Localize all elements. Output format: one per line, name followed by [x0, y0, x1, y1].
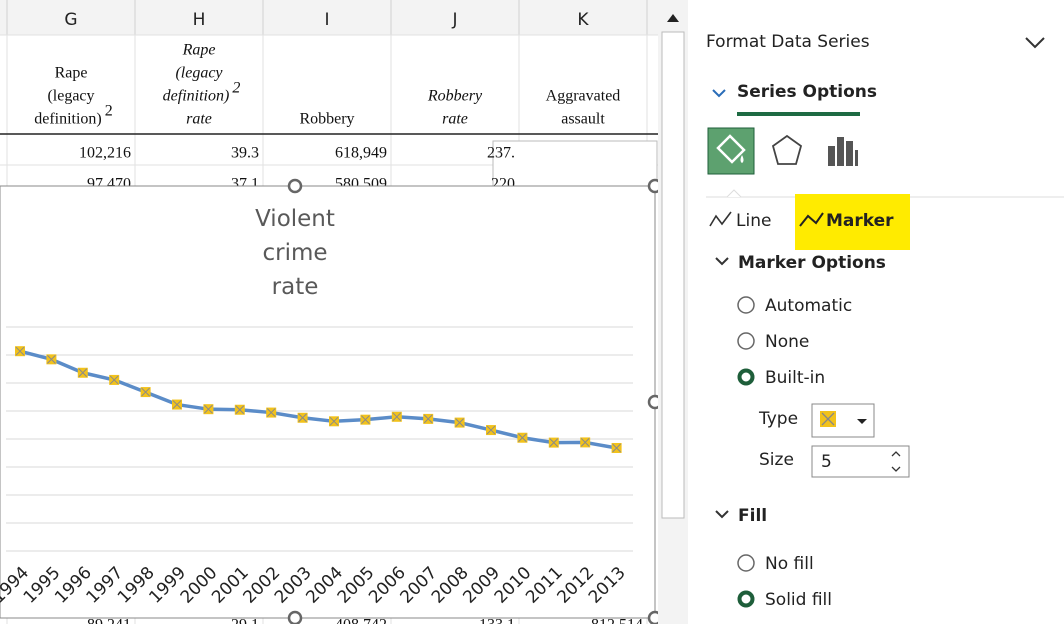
dropdown-arrow	[857, 419, 867, 424]
spinner-arrows[interactable]	[891, 451, 901, 472]
header-text: Rape	[182, 42, 216, 59]
field-label: Size	[759, 450, 794, 470]
chart-title: Violent crime rate	[255, 206, 335, 300]
marker-x	[423, 414, 433, 424]
marker-x	[266, 408, 276, 417]
collapse-icon[interactable]	[712, 89, 726, 98]
header-text: Rape	[55, 65, 88, 82]
header-text: definition)	[34, 111, 102, 128]
header-bar	[0, 0, 658, 35]
marker-x	[518, 433, 527, 443]
field-label: Type	[758, 409, 798, 429]
marker-x	[172, 400, 182, 409]
panel-bg	[690, 0, 1064, 624]
selected-cell	[492, 140, 658, 188]
effects-icon[interactable]	[771, 134, 803, 165]
series-options-icon[interactable]	[828, 137, 858, 166]
series-line	[19, 349, 617, 450]
marker-x	[580, 438, 590, 447]
marker-x	[329, 416, 339, 426]
marker-icon	[799, 212, 824, 227]
section-heading[interactable]: Marker Options	[738, 253, 886, 273]
radio-label[interactable]: Solid fill	[765, 590, 832, 610]
header-text: definition)	[163, 88, 230, 105]
type-x	[821, 412, 835, 426]
chevron[interactable]	[715, 510, 729, 519]
radio-label[interactable]: None	[765, 332, 809, 352]
subtab[interactable]: Marker	[826, 211, 894, 231]
cell-text[interactable]: 133.1	[479, 617, 515, 624]
size-spinner[interactable]	[811, 445, 910, 478]
column-letter[interactable]: K	[577, 10, 589, 30]
radio-label[interactable]: No fill	[765, 554, 814, 574]
radio[interactable]	[737, 296, 755, 314]
section-heading[interactable]: Fill	[738, 506, 767, 526]
column-letter[interactable]: G	[64, 10, 77, 30]
column-letter[interactable]: I	[324, 10, 329, 30]
cell-text[interactable]: 618,949	[335, 145, 387, 162]
fill-line-icon[interactable]	[707, 127, 755, 175]
superscript: 2	[105, 103, 113, 120]
header-text: rate	[442, 111, 468, 128]
cell-text[interactable]: 237.	[487, 145, 515, 162]
radio[interactable]	[737, 332, 755, 350]
marker-x	[78, 368, 88, 378]
scroll-thumb[interactable]	[661, 31, 685, 519]
header-text: assault	[561, 111, 605, 128]
bucket	[716, 134, 746, 164]
panel-menu[interactable]	[1025, 37, 1045, 49]
marker-x	[361, 415, 370, 425]
marker-x	[455, 418, 464, 427]
cell-text[interactable]: 408,742	[335, 617, 387, 624]
subtab[interactable]: Line	[736, 211, 771, 231]
tab-underline	[737, 112, 860, 116]
resize-handle[interactable]	[287, 610, 303, 624]
chart[interactable]: 1994199519961997199819992000200120022003…	[0, 178, 663, 624]
cell-text[interactable]: 39.3	[231, 145, 259, 162]
tab-label[interactable]: Series Options	[737, 82, 877, 102]
marker-x	[109, 375, 119, 385]
format-panel: Format Data Series Series Options Line Mark…	[690, 0, 1064, 624]
marker-x	[204, 404, 213, 414]
marker-x	[612, 443, 621, 453]
radio[interactable]	[737, 590, 755, 608]
cell-text[interactable]: 89,241	[87, 617, 131, 624]
header-text: (legacy	[47, 88, 94, 105]
column-letter[interactable]: J	[451, 10, 457, 30]
size-value[interactable]: 5	[821, 452, 832, 472]
marker-x	[549, 438, 559, 447]
radio[interactable]	[737, 554, 755, 572]
header-text: Robbery	[299, 111, 354, 128]
marker-x	[47, 354, 56, 364]
pointer	[726, 189, 742, 198]
superscript: 2	[232, 80, 240, 97]
header-text: (legacy	[175, 65, 223, 82]
cell-text[interactable]: 29.1	[231, 617, 259, 624]
marker-x	[298, 413, 307, 423]
marker-x	[486, 425, 496, 435]
header-text: Robbery	[427, 88, 483, 105]
drop	[740, 155, 744, 163]
panel-title: Format Data Series	[706, 32, 870, 52]
chevron[interactable]	[715, 257, 729, 266]
scroll-up[interactable]	[667, 14, 679, 22]
header-text: Aggravated	[546, 88, 621, 105]
resize-handle[interactable]	[287, 178, 303, 194]
marker-x	[235, 405, 245, 415]
line-icon	[709, 211, 732, 227]
marker-x	[141, 387, 150, 397]
chart-area	[0, 185, 656, 619]
cell-text[interactable]: 102,216	[79, 145, 131, 162]
radio-label[interactable]: Built-in	[765, 368, 825, 388]
column-letter[interactable]: H	[193, 10, 206, 30]
radio[interactable]	[737, 368, 755, 386]
radio-label[interactable]: Automatic	[765, 296, 852, 316]
header-text: rate	[186, 111, 212, 128]
cell-text[interactable]: 812,514	[591, 617, 643, 624]
marker-x	[15, 346, 25, 356]
marker-x	[392, 412, 402, 422]
